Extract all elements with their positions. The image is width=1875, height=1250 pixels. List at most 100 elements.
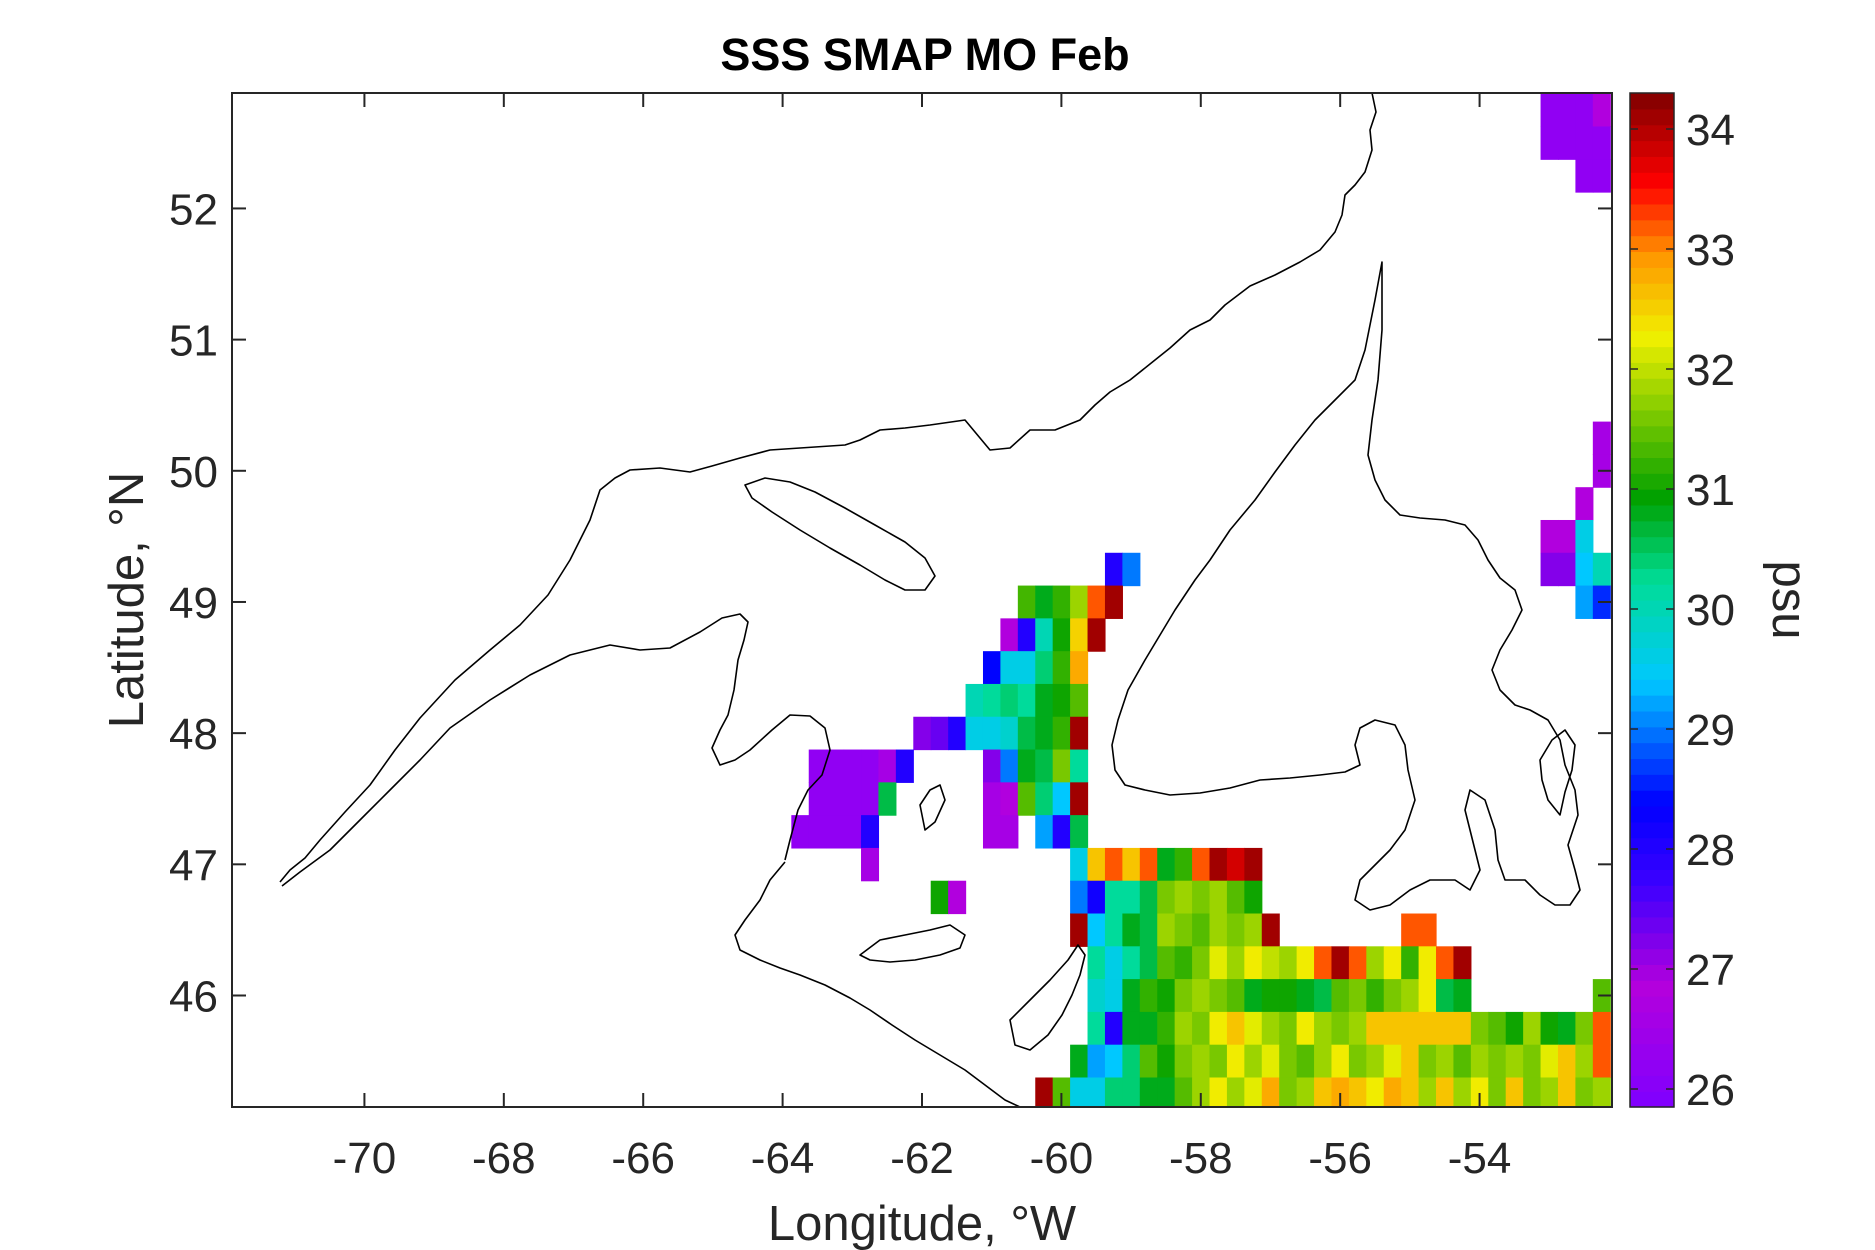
salinity-cell — [1070, 1077, 1089, 1108]
salinity-cell — [1348, 946, 1367, 980]
salinity-cell — [1436, 979, 1455, 1013]
salinity-cell — [1314, 1077, 1333, 1108]
salinity-cell — [1244, 1011, 1263, 1046]
salinity-cell — [1575, 585, 1594, 619]
salinity-cell — [1192, 847, 1211, 882]
salinity-cell — [1035, 651, 1054, 685]
salinity-cell — [1226, 979, 1245, 1013]
salinity-cell — [1261, 946, 1280, 980]
salinity-cell — [1209, 1011, 1228, 1046]
coastline-newfoundland — [1111, 261, 1581, 911]
salinity-cell — [1174, 880, 1193, 915]
salinity-cell — [930, 880, 949, 915]
salinity-cell — [1122, 552, 1141, 587]
colorbar-segment — [1630, 473, 1674, 490]
salinity-cell — [1157, 946, 1176, 980]
salinity-cell — [808, 782, 827, 816]
colorbar-segment — [1630, 695, 1674, 712]
colorbar-tick-label: 30 — [1686, 586, 1735, 635]
colorbar-segment — [1630, 235, 1674, 253]
salinity-cell — [1244, 913, 1263, 947]
colorbar-segment — [1630, 615, 1674, 633]
salinity-cell — [1523, 1011, 1542, 1046]
salinity-cell — [1209, 979, 1228, 1013]
salinity-cell — [1383, 946, 1402, 980]
salinity-cell — [1052, 782, 1071, 816]
salinity-cell — [982, 651, 1001, 685]
salinity-cell — [1575, 93, 1594, 128]
salinity-cell — [1470, 1077, 1489, 1108]
salinity-cell — [1366, 1011, 1385, 1046]
salinity-cell — [1331, 946, 1350, 980]
x-tick-label: -56 — [1308, 1134, 1372, 1183]
colorbar-segment — [1630, 758, 1674, 775]
salinity-cell — [913, 716, 932, 751]
coastline-south-shore — [281, 613, 831, 887]
salinity-cell — [1383, 1011, 1402, 1046]
colorbar-segment — [1630, 647, 1674, 664]
salinity-cell — [1575, 159, 1594, 193]
colorbar-tick-label: 33 — [1686, 226, 1735, 275]
salinity-cell — [1157, 979, 1176, 1013]
salinity-cell — [1557, 552, 1576, 587]
salinity-cell — [1401, 979, 1420, 1013]
salinity-cell — [1122, 847, 1141, 882]
salinity-cell — [1331, 1077, 1350, 1108]
salinity-cell — [982, 815, 1001, 849]
salinity-cell — [1035, 585, 1054, 619]
salinity-cell — [1035, 815, 1054, 849]
colorbar-segment — [1630, 901, 1674, 918]
salinity-cell — [1052, 585, 1071, 619]
salinity-cell — [1139, 913, 1158, 947]
y-tick-label: 52 — [169, 185, 218, 234]
colorbar-segment — [1630, 1091, 1674, 1108]
salinity-cell — [1575, 487, 1594, 521]
salinity-cell — [1122, 913, 1141, 947]
colorbar-segment — [1630, 552, 1674, 569]
salinity-cell — [1279, 1011, 1298, 1046]
salinity-cell — [1209, 880, 1228, 915]
salinity-cell — [1209, 1044, 1228, 1079]
salinity-cell — [1314, 1011, 1333, 1046]
salinity-cell — [1000, 651, 1019, 685]
salinity-cell — [1174, 979, 1193, 1013]
salinity-cell — [1348, 1011, 1367, 1046]
salinity-cell — [1157, 847, 1176, 882]
salinity-cell — [861, 749, 880, 783]
colorbar-segment — [1630, 425, 1674, 443]
salinity-cell — [1348, 1077, 1367, 1108]
salinity-cell — [1592, 1077, 1611, 1108]
salinity-cell — [1453, 1044, 1472, 1079]
salinity-cell — [1104, 1011, 1123, 1046]
colorbar-segment — [1630, 203, 1674, 221]
salinity-cell — [1104, 1044, 1123, 1079]
colorbar-segment — [1630, 726, 1674, 744]
salinity-cell — [982, 716, 1001, 751]
colorbar-segment — [1630, 1027, 1674, 1045]
y-axis-label: Latitude, °N — [100, 472, 154, 729]
colorbar-segment — [1630, 251, 1674, 268]
colorbar-segment — [1630, 156, 1674, 173]
y-tick-label: 50 — [169, 448, 218, 497]
salinity-cell — [1383, 1044, 1402, 1079]
salinity-cell — [1575, 552, 1594, 587]
salinity-cell — [982, 683, 1001, 718]
salinity-cell — [1261, 913, 1280, 947]
salinity-cell — [1070, 749, 1089, 783]
salinity-cell — [1070, 782, 1089, 816]
salinity-cell — [1488, 1044, 1507, 1079]
salinity-cell — [1331, 1011, 1350, 1046]
salinity-cell — [1453, 1011, 1472, 1046]
salinity-cell — [1401, 913, 1420, 947]
colorbar-segment — [1630, 1075, 1674, 1092]
salinity-cell — [1104, 913, 1123, 947]
salinity-cell — [1505, 1044, 1524, 1079]
colorbar-segment — [1630, 679, 1674, 696]
salinity-cell — [1174, 946, 1193, 980]
x-tick-label: -68 — [472, 1134, 536, 1183]
salinity-cell — [1314, 1044, 1333, 1079]
salinity-cell — [1383, 979, 1402, 1013]
x-axis-label: Longitude, °W — [768, 1197, 1077, 1250]
salinity-cell — [1017, 782, 1036, 816]
